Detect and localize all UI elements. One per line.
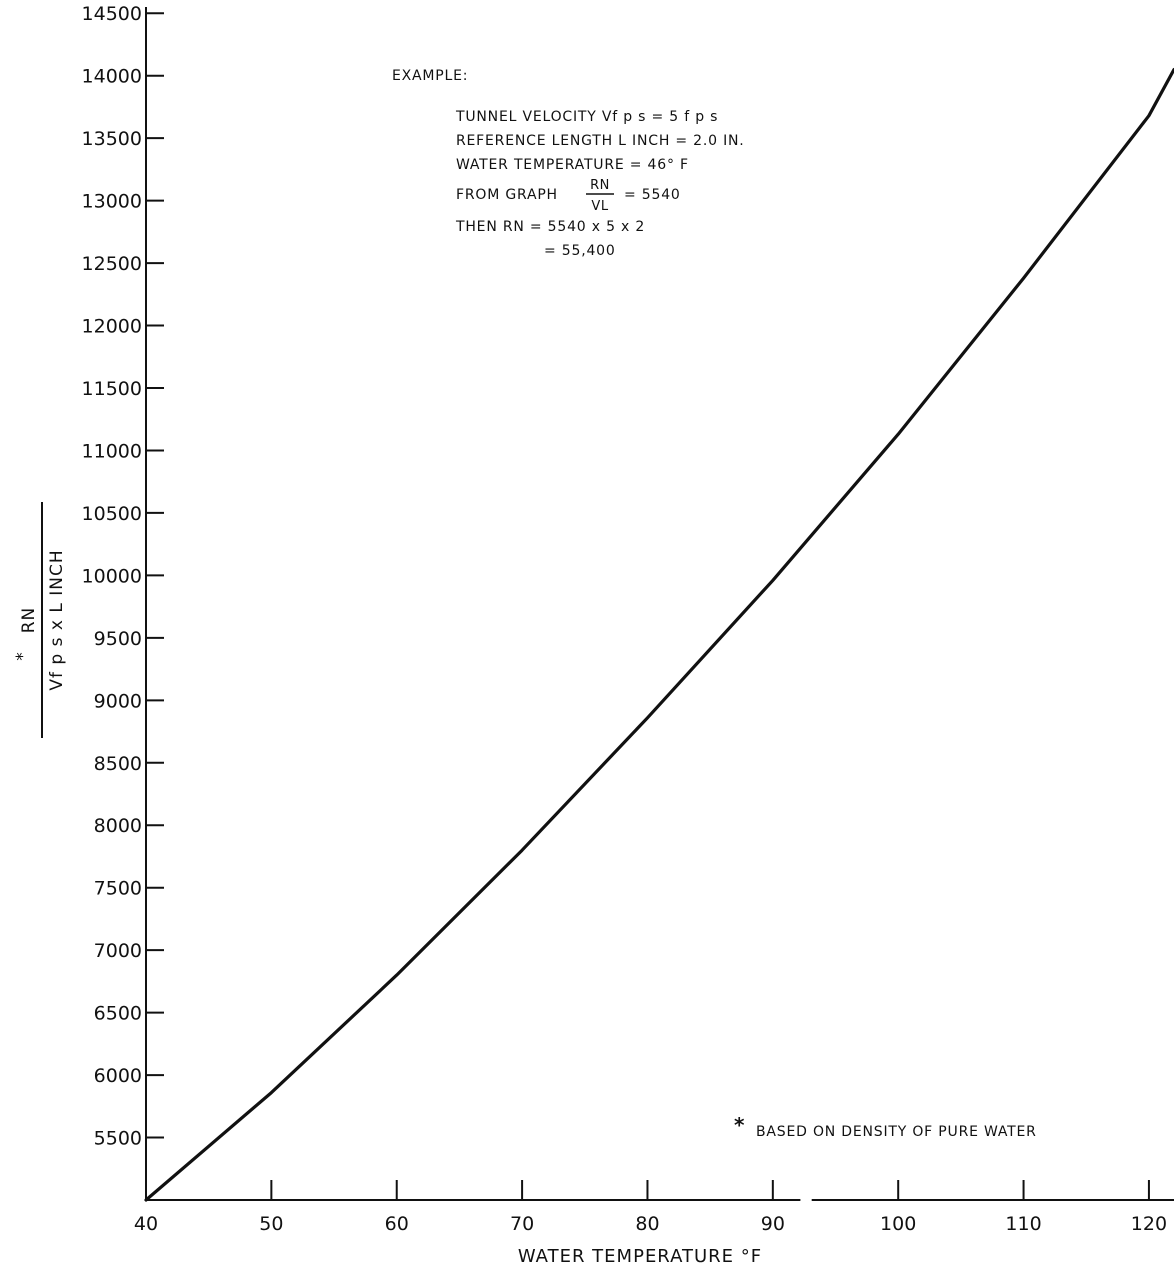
example-line-result: = 55,400 <box>544 243 616 259</box>
y-tick-label: 5500 <box>94 1128 142 1150</box>
y-tick-label: 14000 <box>82 66 142 88</box>
y-axis-label-denominator: Vf p s x L INCH <box>47 549 67 690</box>
y-tick-label: 6500 <box>94 1003 142 1025</box>
x-tick-label: 80 <box>635 1213 659 1235</box>
x-tick-label: 100 <box>880 1213 916 1235</box>
example-line-then: THEN RN = 5540 x 5 x 2 <box>455 219 645 235</box>
x-tick-label: 120 <box>1131 1213 1167 1235</box>
example-line-velocity: TUNNEL VELOCITY Vf p s = 5 f p s <box>455 109 718 125</box>
y-tick-label: 13000 <box>82 191 142 213</box>
y-axis-label: * RN Vf p s x L INCH <box>13 502 67 738</box>
y-tick-label: 12000 <box>82 316 142 338</box>
x-tick-label: 50 <box>259 1213 283 1235</box>
y-tick-label: 11500 <box>82 378 142 400</box>
footnote-text: BASED ON DENSITY OF PURE WATER <box>756 1124 1037 1140</box>
y-tick-label: 9500 <box>94 628 142 650</box>
x-tick-label: 110 <box>1005 1213 1041 1235</box>
example-annotation: EXAMPLE: TUNNEL VELOCITY Vf p s = 5 f p … <box>392 68 745 259</box>
y-tick-label: 14500 <box>82 3 142 25</box>
x-tick-label: 40 <box>134 1213 158 1235</box>
axes <box>145 7 1174 1201</box>
footnote-marker: * <box>734 1113 745 1137</box>
y-tick-label: 7000 <box>94 940 142 962</box>
y-axis-label-marker: * <box>13 651 33 661</box>
x-tick-label: 60 <box>385 1213 409 1235</box>
x-tick-label: 90 <box>761 1213 785 1235</box>
example-fraction-denominator: VL <box>591 199 608 214</box>
series-layer <box>144 67 1174 1202</box>
example-fraction-numerator: RN <box>590 178 610 193</box>
y-tick-label: 10000 <box>82 565 142 587</box>
y-tick-label: 9000 <box>94 690 142 712</box>
x-axis-title: WATER TEMPERATURE °F <box>518 1246 762 1267</box>
example-title: EXAMPLE: <box>392 68 468 84</box>
example-line-length: REFERENCE LENGTH L INCH = 2.0 IN. <box>456 133 745 149</box>
x-ticks: 40 50 60 70 80 90 100 110 120 <box>134 1180 1167 1235</box>
example-line-graph-suffix: = 5540 <box>624 187 681 203</box>
series-line <box>144 67 1174 1202</box>
y-tick-label: 11000 <box>82 440 142 462</box>
y-tick-label: 13500 <box>82 128 142 150</box>
y-tick-label: 8500 <box>94 753 142 775</box>
x-tick-label: 70 <box>510 1213 534 1235</box>
y-axis-label-numerator: RN <box>19 607 39 634</box>
y-tick-label: 12500 <box>82 253 142 275</box>
y-tick-label: 7500 <box>94 878 142 900</box>
y-tick-label: 10500 <box>82 503 142 525</box>
example-line-temperature: WATER TEMPERATURE = 46° F <box>456 157 689 173</box>
example-line-graph-prefix: FROM GRAPH <box>456 187 558 203</box>
y-tick-label: 6000 <box>94 1065 142 1087</box>
y-tick-label: 8000 <box>94 815 142 837</box>
y-ticks: 5500 6000 6500 7000 7500 8000 8500 9000 9500 1000… <box>82 3 164 1150</box>
